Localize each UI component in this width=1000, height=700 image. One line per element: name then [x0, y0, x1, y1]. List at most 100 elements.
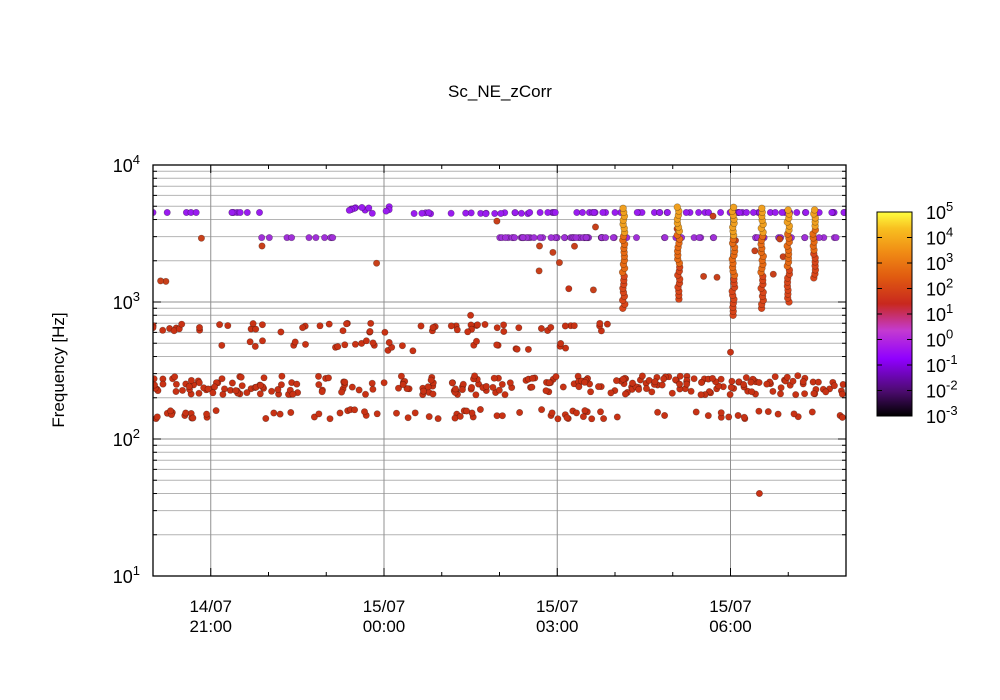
- data-point: [663, 209, 671, 217]
- data-point: [748, 388, 756, 396]
- data-point: [369, 339, 377, 347]
- data-point: [392, 409, 400, 417]
- data-point: [590, 209, 598, 217]
- data-point: [255, 209, 263, 217]
- data-point: [287, 408, 295, 416]
- data-point: [726, 390, 734, 398]
- data-point: [458, 386, 466, 394]
- data-point: [801, 234, 809, 242]
- data-point: [381, 328, 389, 336]
- data-point: [658, 381, 666, 389]
- data-point: [493, 217, 501, 225]
- data-point: [783, 373, 791, 381]
- data-point: [481, 320, 489, 328]
- data-point: [153, 375, 158, 383]
- data-point: [560, 234, 568, 242]
- data-point: [570, 242, 578, 250]
- data-point: [547, 323, 555, 331]
- data-point: [451, 385, 459, 393]
- data-point: [538, 406, 546, 414]
- data-point: [661, 234, 669, 242]
- data-point: [403, 385, 411, 393]
- data-point: [473, 321, 481, 329]
- data-point: [660, 375, 668, 383]
- data-point: [367, 319, 375, 327]
- x-tick-label-date: 14/07: [189, 597, 232, 616]
- data-point: [456, 412, 464, 420]
- data-point: [563, 414, 571, 422]
- data-point: [734, 411, 742, 419]
- data-point: [526, 209, 534, 217]
- data-point: [159, 380, 167, 388]
- data-point: [792, 391, 800, 399]
- data-point: [632, 234, 640, 242]
- data-point: [516, 408, 524, 416]
- data-point: [365, 204, 373, 212]
- data-point: [342, 320, 350, 328]
- data-point: [839, 381, 846, 388]
- data-point: [228, 379, 236, 387]
- data-point: [252, 325, 260, 333]
- data-point: [425, 209, 433, 217]
- data-point: [209, 389, 217, 397]
- data-point: [318, 388, 326, 396]
- data-point: [581, 407, 589, 415]
- data-point: [611, 209, 619, 217]
- data-point: [341, 341, 349, 349]
- data-point: [249, 320, 257, 328]
- data-point: [582, 234, 590, 242]
- data-point: [351, 340, 359, 348]
- colorbar: [876, 211, 913, 417]
- data-point: [609, 234, 617, 242]
- data-point: [736, 209, 744, 217]
- data-point: [695, 234, 703, 242]
- colorbar-tick-label: 100: [926, 327, 953, 351]
- data-point: [471, 372, 479, 380]
- data-point: [189, 414, 197, 422]
- data-point: [607, 389, 615, 397]
- x-tick-label-date: 15/07: [536, 597, 579, 616]
- data-point: [683, 380, 691, 388]
- data-point: [676, 372, 684, 380]
- data-point: [277, 328, 285, 336]
- colorbar-tick-label: 105: [926, 199, 953, 223]
- data-point: [799, 378, 807, 386]
- data-point: [195, 379, 203, 387]
- data-point: [380, 379, 388, 387]
- data-point: [656, 209, 664, 217]
- data-point: [153, 413, 161, 421]
- y-tick-label: 101: [113, 563, 140, 587]
- data-point: [692, 408, 700, 416]
- data-point: [771, 373, 779, 381]
- data-point: [464, 328, 472, 336]
- data-point: [468, 383, 476, 391]
- data-point: [453, 326, 461, 334]
- data-point: [596, 408, 604, 416]
- data-point: [542, 387, 550, 395]
- data-point: [192, 209, 200, 217]
- data-point: [565, 285, 573, 293]
- data-point: [472, 391, 480, 399]
- data-point: [369, 385, 377, 393]
- data-point: [814, 378, 822, 386]
- data-point: [482, 210, 490, 218]
- data-point: [654, 408, 662, 416]
- data-point: [373, 410, 381, 418]
- data-point: [810, 389, 818, 397]
- data-point: [476, 405, 484, 413]
- x-tick-label-time: 00:00: [363, 617, 406, 636]
- data-point: [619, 204, 627, 213]
- data-point: [324, 374, 332, 382]
- data-point: [368, 379, 376, 387]
- data-point: [172, 380, 180, 388]
- data-point: [326, 415, 334, 423]
- data-point: [358, 204, 366, 212]
- data-point: [336, 409, 344, 417]
- data-point: [784, 206, 792, 214]
- data-point: [506, 379, 514, 387]
- data-point: [398, 342, 406, 350]
- data-point: [276, 410, 284, 418]
- data-point: [172, 387, 180, 395]
- data-point: [828, 209, 836, 217]
- data-point: [338, 388, 346, 396]
